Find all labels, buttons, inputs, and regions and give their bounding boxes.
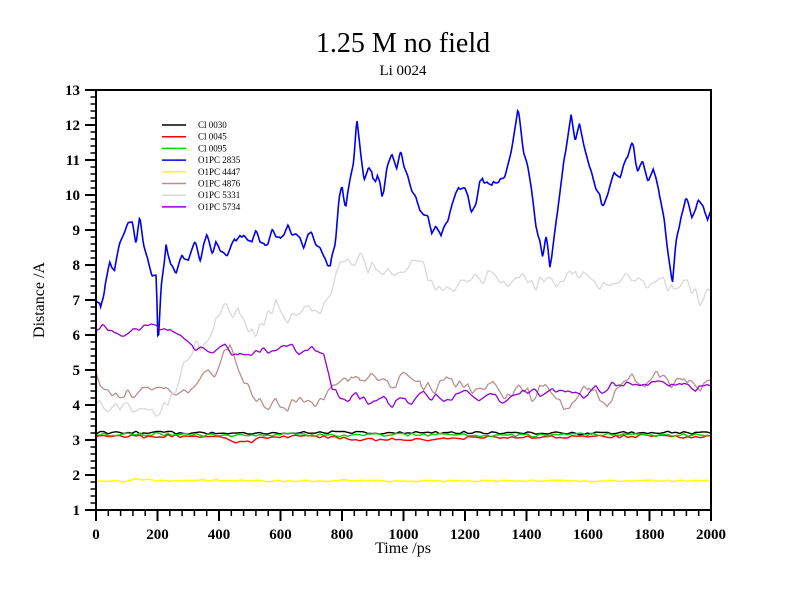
- x-tick-label: 1400: [512, 527, 542, 543]
- series-line-o1pc-2835: [97, 108, 710, 338]
- x-tick-label: 400: [208, 527, 231, 543]
- chart-title: 1.25 M no field: [316, 28, 490, 59]
- y-tick-label: 13: [65, 83, 80, 99]
- y-tick-label: 7: [73, 293, 81, 309]
- series-line-o1pc-4876: [97, 343, 710, 412]
- y-axis-label: Distance /A: [31, 262, 48, 338]
- y-tick-label: 11: [66, 153, 80, 169]
- y-tick-label: 8: [73, 258, 81, 274]
- legend-entry-label: O1PC 2835: [198, 155, 241, 165]
- legend-entry-label: Cl 0095: [198, 143, 227, 153]
- y-tick-label: 1: [73, 503, 81, 519]
- series-line-cl-0045: [97, 433, 710, 444]
- x-tick-label: 1000: [389, 527, 419, 543]
- x-tick-label: 800: [331, 527, 354, 543]
- x-tick-label: 0: [92, 527, 100, 543]
- x-tick-label: 200: [146, 527, 169, 543]
- series-line-o1pc-5331: [97, 252, 710, 417]
- series-line-o1pc-5734: [97, 323, 710, 409]
- legend-entry-label: O1PC 5331: [198, 190, 240, 200]
- y-tick-label: 3: [73, 433, 81, 449]
- x-tick-label: 1600: [573, 527, 603, 543]
- series-line-cl-0095: [97, 431, 710, 438]
- x-tick-label: 1200: [450, 527, 480, 543]
- x-tick-label: 1800: [635, 527, 665, 543]
- x-tick-label: 2000: [696, 527, 726, 543]
- legend-entry-label: Cl 0030: [198, 120, 227, 130]
- chart-subtitle: Li 0024: [379, 63, 427, 79]
- plot-frame: [95, 89, 712, 511]
- x-tick-label: 600: [269, 527, 292, 543]
- legend-entry-label: O1PC 4876: [198, 179, 241, 189]
- y-tick-label: 4: [73, 398, 81, 414]
- series-line-o1pc-4447: [97, 477, 710, 483]
- y-tick-label: 12: [65, 118, 80, 134]
- legend-entry-label: O1PC 4447: [198, 167, 241, 177]
- y-tick-label: 6: [73, 328, 81, 344]
- y-tick-label: 2: [73, 468, 81, 484]
- y-tick-label: 5: [73, 363, 81, 379]
- y-tick-label: 10: [65, 188, 80, 204]
- legend-entry-label: O1PC 5734: [198, 202, 241, 212]
- x-axis-label: Time /ps: [375, 540, 431, 557]
- legend-entry-label: Cl 0045: [198, 132, 227, 142]
- y-tick-label: 9: [73, 223, 81, 239]
